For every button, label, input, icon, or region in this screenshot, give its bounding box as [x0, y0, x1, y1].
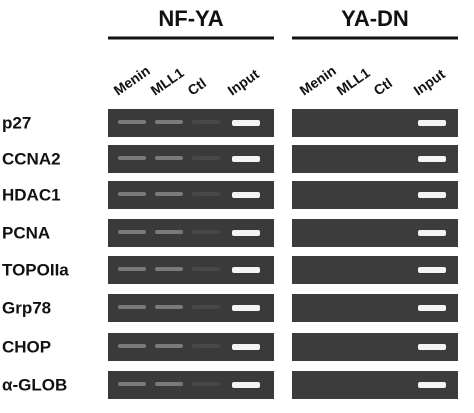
lane-label: Input: [225, 66, 262, 99]
gel-band: [232, 230, 260, 236]
lane-label: Menin: [111, 62, 153, 98]
gel-band: [192, 305, 220, 309]
lane-label: Menin: [297, 62, 339, 98]
group-title: YA-DN: [341, 6, 409, 31]
gel-band: [232, 267, 260, 273]
gel-band: [418, 156, 446, 162]
gel-band: [418, 267, 446, 273]
row-label: TOPOIIa: [2, 260, 69, 279]
gel-band: [155, 230, 183, 234]
gel-band: [118, 267, 146, 271]
lane-label: MLL1: [148, 64, 187, 98]
row-label: α-GLOB: [2, 375, 67, 394]
gel-band: [118, 382, 146, 386]
gel-band: [232, 382, 260, 388]
gel-band: [232, 156, 260, 162]
group-title: NF-YA: [158, 6, 223, 31]
gel-band: [192, 120, 220, 124]
gel-band: [232, 120, 260, 126]
gel-band: [155, 192, 183, 196]
gel-band: [418, 344, 446, 350]
row-label: Grp78: [2, 298, 51, 317]
gel-band: [118, 230, 146, 234]
gel-band: [418, 120, 446, 126]
gel-band: [118, 305, 146, 309]
row-label: PCNA: [2, 223, 50, 242]
row-label: p27: [2, 113, 31, 132]
gel-band: [192, 344, 220, 348]
row-label: CHOP: [2, 337, 51, 356]
gel-band: [155, 382, 183, 386]
gel-band: [118, 344, 146, 348]
gel-band: [155, 305, 183, 309]
gel-band: [192, 267, 220, 271]
gel-band: [155, 156, 183, 160]
gel-band: [155, 120, 183, 124]
gel-band: [118, 120, 146, 124]
gel-band: [192, 192, 220, 196]
gel-band: [232, 344, 260, 350]
gel-band: [192, 230, 220, 234]
lane-label: Input: [411, 66, 448, 99]
lane-label: Ctl: [371, 75, 395, 99]
gel-band: [118, 156, 146, 160]
lane-label: MLL1: [334, 64, 373, 98]
row-label: HDAC1: [2, 185, 61, 204]
gel-band: [418, 305, 446, 311]
gel-band: [155, 344, 183, 348]
gel-band: [192, 382, 220, 386]
row-label: CCNA2: [2, 149, 61, 168]
gel-band: [155, 267, 183, 271]
gel-band: [232, 305, 260, 311]
gel-band: [418, 230, 446, 236]
lane-label: Ctl: [185, 75, 209, 99]
gel-band: [118, 192, 146, 196]
gel-band: [192, 156, 220, 160]
gel-band: [418, 192, 446, 198]
gel-band: [418, 382, 446, 388]
gel-band: [232, 192, 260, 198]
